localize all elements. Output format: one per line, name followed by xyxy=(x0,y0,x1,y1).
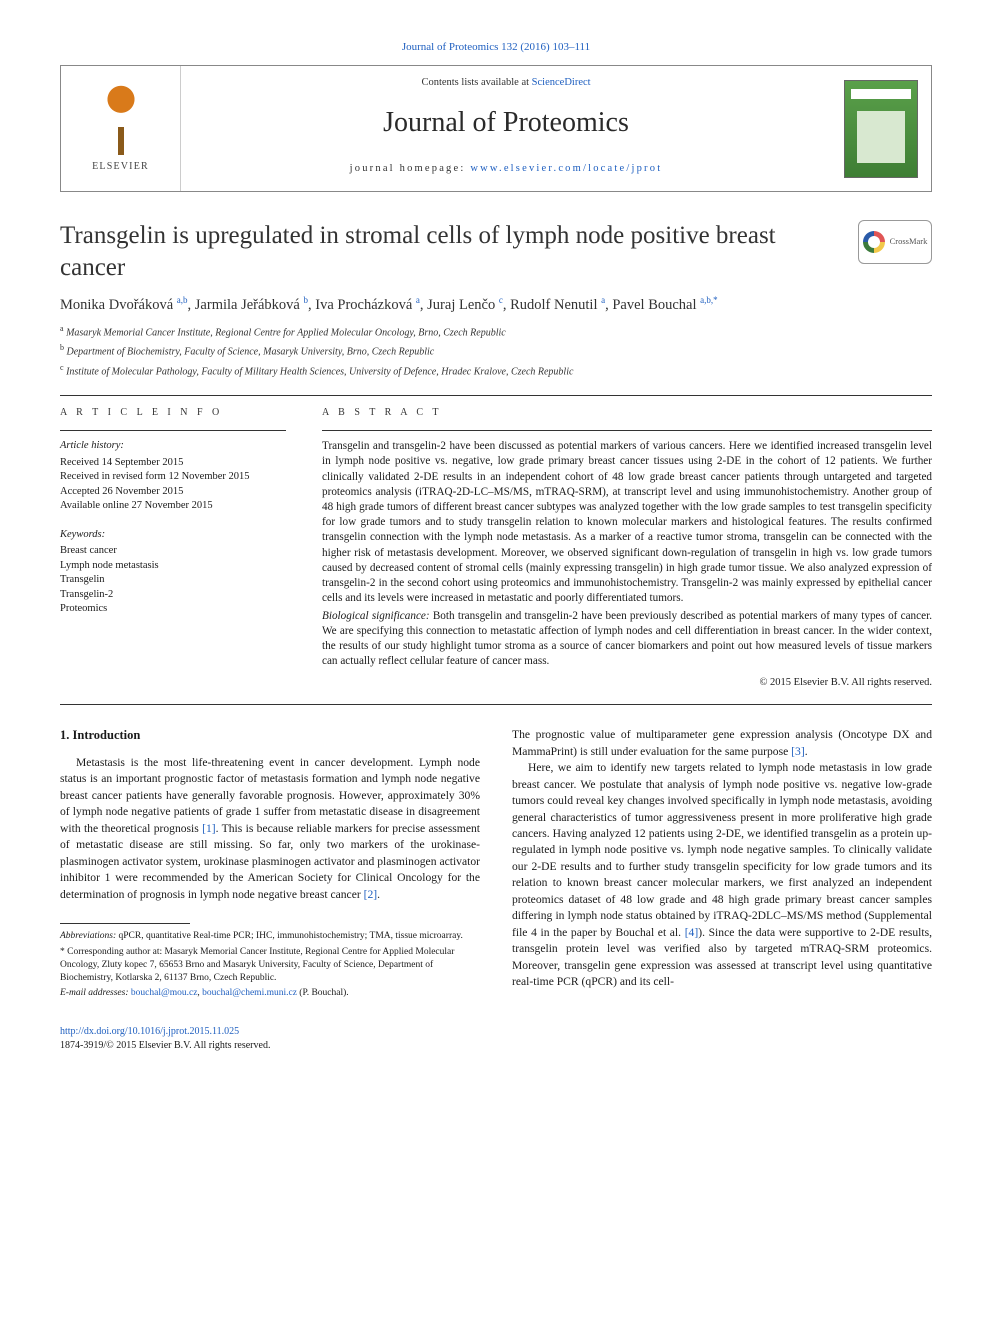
citation-3[interactable]: [3] xyxy=(791,745,805,758)
affiliation: a Masaryk Memorial Cancer Institute, Reg… xyxy=(60,323,932,340)
keyword: Transgelin xyxy=(60,573,286,587)
sciencedirect-link[interactable]: ScienceDirect xyxy=(532,77,591,88)
homepage-line: journal homepage: www.elsevier.com/locat… xyxy=(191,162,821,177)
author-list: Monika Dvořáková a,b, Jarmila Jeřábková … xyxy=(60,294,932,315)
rule-top xyxy=(60,395,932,396)
info-rule xyxy=(60,430,286,431)
article-info-column: A R T I C L E I N F O Article history: R… xyxy=(60,406,286,690)
contents-line: Contents lists available at ScienceDirec… xyxy=(191,76,821,91)
intro-p1: Metastasis is the most life-threatening … xyxy=(60,755,480,903)
article-info-heading: A R T I C L E I N F O xyxy=(60,406,286,420)
abstract-p1: Transgelin and transgelin-2 have been di… xyxy=(322,439,932,607)
abstract-column: A B S T R A C T Transgelin and transgeli… xyxy=(322,406,932,690)
left-column: 1. Introduction Metastasis is the most l… xyxy=(60,727,480,1003)
keywords-label: Keywords: xyxy=(60,528,286,543)
journal-cover-thumbnail xyxy=(844,80,918,178)
journal-name: Journal of Proteomics xyxy=(191,103,821,142)
keyword: Lymph node metastasis xyxy=(60,559,286,573)
affiliation: b Department of Biochemistry, Faculty of… xyxy=(60,342,932,359)
publisher-logo-cell: ELSEVIER xyxy=(61,66,181,191)
article-title: Transgelin is upregulated in stromal cel… xyxy=(60,220,840,284)
history-line: Accepted 26 November 2015 xyxy=(60,485,286,499)
email-link-1[interactable]: bouchal@mou.cz xyxy=(131,988,198,998)
footnote-rule xyxy=(60,923,190,924)
history-line: Received in revised form 12 November 201… xyxy=(60,470,286,484)
cover-cell xyxy=(831,66,931,191)
email-link-2[interactable]: bouchal@chemi.muni.cz xyxy=(202,988,297,998)
keyword: Transgelin-2 xyxy=(60,588,286,602)
journal-header: ELSEVIER Contents lists available at Sci… xyxy=(60,65,932,192)
history-line: Available online 27 November 2015 xyxy=(60,499,286,513)
abstract-text: Transgelin and transgelin-2 have been di… xyxy=(322,439,932,670)
citation-1[interactable]: [1] xyxy=(202,822,216,835)
crossmark-icon xyxy=(863,231,885,253)
abstract-heading: A B S T R A C T xyxy=(322,406,932,420)
publisher-name: ELSEVIER xyxy=(90,160,152,174)
right-column: The prognostic value of multiparameter g… xyxy=(512,727,932,1003)
issn-line: 1874-3919/© 2015 Elsevier B.V. All right… xyxy=(60,1039,932,1053)
footnote-corresponding: * Corresponding author at: Masaryk Memor… xyxy=(60,946,480,984)
rule-mid xyxy=(60,704,932,705)
keyword: Proteomics xyxy=(60,602,286,616)
doi-link[interactable]: http://dx.doi.org/10.1016/j.jprot.2015.1… xyxy=(60,1026,239,1037)
crossmark-badge[interactable]: CrossMark xyxy=(858,220,932,264)
top-citation: Journal of Proteomics 132 (2016) 103–111 xyxy=(60,40,932,55)
header-center: Contents lists available at ScienceDirec… xyxy=(181,66,831,191)
right-p2: Here, we aim to identify new targets rel… xyxy=(512,760,932,990)
top-citation-link[interactable]: Journal of Proteomics 132 (2016) 103–111 xyxy=(402,41,590,53)
body-columns: 1. Introduction Metastasis is the most l… xyxy=(60,727,932,1003)
history-line: Received 14 September 2015 xyxy=(60,456,286,470)
keyword: Breast cancer xyxy=(60,544,286,558)
intro-heading: 1. Introduction xyxy=(60,727,480,745)
citation-4[interactable]: [4] xyxy=(685,926,699,939)
right-p1: The prognostic value of multiparameter g… xyxy=(512,727,932,760)
bottom-block: http://dx.doi.org/10.1016/j.jprot.2015.1… xyxy=(60,1025,932,1053)
abstract-rule xyxy=(322,430,932,431)
affiliation: c Institute of Molecular Pathology, Facu… xyxy=(60,362,932,379)
abstract-copyright: © 2015 Elsevier B.V. All rights reserved… xyxy=(322,676,932,691)
homepage-url[interactable]: www.elsevier.com/locate/jprot xyxy=(470,163,662,174)
abstract-p2: Biological significance: Both transgelin… xyxy=(322,609,932,670)
elsevier-tree-icon xyxy=(90,83,152,155)
elsevier-logo: ELSEVIER xyxy=(90,83,152,174)
history-label: Article history: xyxy=(60,439,286,454)
citation-2[interactable]: [2] xyxy=(364,888,378,901)
footnote-email: E-mail addresses: bouchal@mou.cz, boucha… xyxy=(60,987,480,1000)
footnote-abbrev: Abbreviations: qPCR, quantitative Real-t… xyxy=(60,930,480,943)
